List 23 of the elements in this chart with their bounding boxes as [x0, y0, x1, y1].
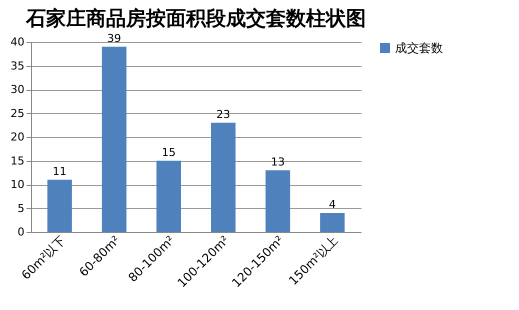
bar: [156, 160, 181, 232]
y-tick-label: 25: [10, 106, 24, 120]
y-tick-label: 35: [10, 59, 24, 72]
y-tick-label: 30: [10, 83, 24, 96]
data-label: 11: [52, 164, 67, 178]
legend-label: 成交套数: [395, 41, 443, 55]
y-tick-label: 10: [10, 178, 24, 191]
y-tick-label: 15: [10, 154, 24, 168]
data-label: 39: [107, 32, 122, 45]
data-label: 4: [328, 198, 336, 211]
bar: [47, 180, 72, 232]
bar: [320, 213, 345, 232]
bar: [102, 46, 126, 232]
chart-title: 石家庄商品房按面积段成交套数柱状图: [25, 6, 366, 30]
y-tick-label: 5: [18, 202, 24, 215]
data-label: 23: [216, 108, 230, 121]
data-label: 13: [270, 155, 285, 168]
bar: [266, 170, 290, 232]
data-label: 15: [162, 146, 176, 159]
y-tick-label: 40: [10, 36, 24, 48]
y-tick-label: 0: [18, 226, 24, 238]
bar: [211, 122, 236, 232]
y-tick-label: 20: [10, 130, 24, 144]
